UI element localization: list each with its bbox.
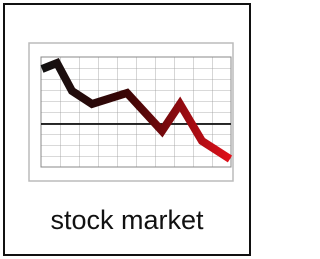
- stock-illustration: [5, 5, 249, 195]
- chart-grid: [41, 57, 231, 167]
- page: stock market (() => { const data = JSON.…: [0, 0, 255, 259]
- card-label: stock market: [5, 205, 249, 236]
- card: stock market: [3, 3, 251, 256]
